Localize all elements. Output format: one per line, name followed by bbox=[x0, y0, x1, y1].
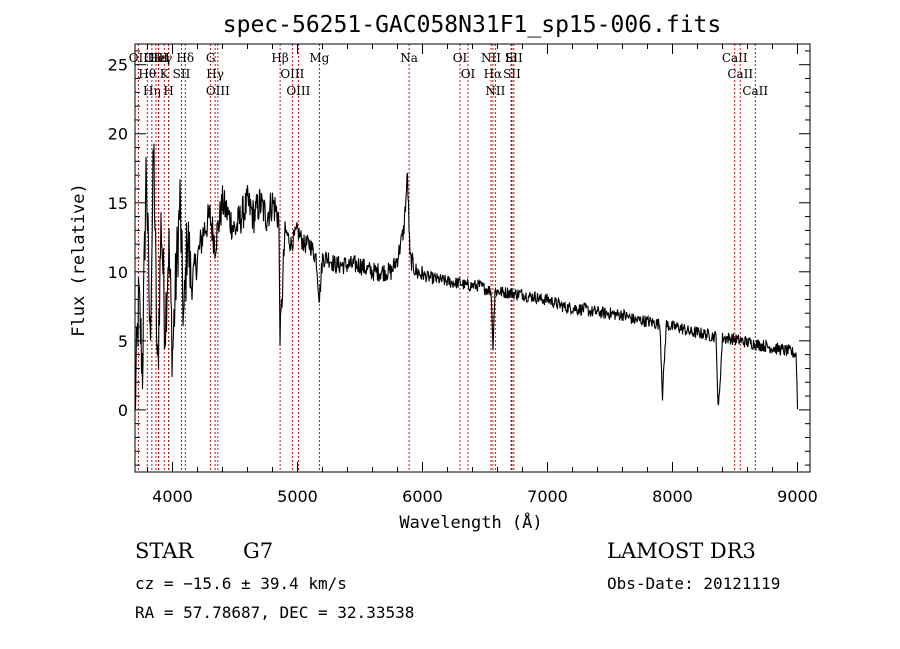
x-axis-label: Wavelength (Å) bbox=[399, 511, 542, 533]
marker-label: Hθ bbox=[138, 67, 156, 81]
object-class: STAR bbox=[135, 539, 194, 563]
marker-label: Na bbox=[400, 51, 418, 65]
observation-date: Obs-Date: 20121119 bbox=[607, 574, 781, 593]
redshift-cz: cz = −15.6 ± 39.4 km/s bbox=[135, 574, 347, 593]
marker-label: γ bbox=[165, 51, 172, 65]
marker-label: Hδ bbox=[176, 51, 194, 65]
x-tick-label: 5000 bbox=[277, 487, 318, 506]
x-tick-label: 6000 bbox=[402, 487, 443, 506]
marker-label: CaII bbox=[727, 67, 753, 81]
marker-label: OIII bbox=[144, 51, 168, 65]
spectrum-series-line bbox=[134, 143, 799, 411]
marker-label: SII bbox=[173, 67, 191, 81]
marker-label: SII bbox=[503, 67, 521, 81]
x-tick-label: 8000 bbox=[652, 487, 693, 506]
x-tick-label: 4000 bbox=[152, 487, 193, 506]
y-tick-label: 20 bbox=[108, 125, 128, 144]
marker-label: Hγ bbox=[206, 67, 224, 81]
y-tick-label: 5 bbox=[118, 332, 128, 351]
marker-label: H bbox=[163, 84, 173, 98]
marker-label: K bbox=[160, 67, 170, 81]
marker-label: OII bbox=[129, 51, 149, 65]
marker-label: Hη bbox=[143, 84, 161, 98]
y-tick-label: 15 bbox=[108, 194, 128, 213]
marker-label: OI bbox=[461, 67, 476, 81]
plot-frame bbox=[134, 43, 811, 473]
coordinates: RA = 57.78687, DEC = 32.33538 bbox=[135, 603, 415, 622]
marker-label: OIII bbox=[206, 84, 230, 98]
marker-label: SII bbox=[505, 51, 523, 65]
axis-ticks: 4000 5000 6000 7000 8000 9000 0 5 10 15 20 25 bbox=[108, 44, 818, 506]
marker-label: Hβ bbox=[271, 51, 288, 65]
chart-title: spec-56251-GAC058N31F1_sp15-006.fits bbox=[223, 12, 722, 38]
x-tick-label: 7000 bbox=[527, 487, 568, 506]
marker-label: CaII bbox=[722, 51, 748, 65]
x-tick-label: 9000 bbox=[777, 487, 818, 506]
marker-label: NII bbox=[485, 84, 505, 98]
marker-label: NII bbox=[481, 51, 501, 65]
survey-label: LAMOST DR3 bbox=[607, 539, 756, 563]
marker-label: OIII bbox=[280, 67, 304, 81]
y-tick-label: 25 bbox=[108, 56, 128, 75]
marker-label: Hα bbox=[484, 67, 503, 81]
marker-label: Li bbox=[505, 51, 517, 65]
y-tick-label: 0 bbox=[118, 401, 128, 420]
marker-label: CaII bbox=[742, 84, 768, 98]
marker-label: OI bbox=[453, 51, 468, 65]
marker-label: Mg bbox=[309, 51, 329, 65]
marker-label: G bbox=[206, 51, 216, 65]
y-axis-label: Flux (relative) bbox=[69, 183, 89, 337]
y-tick-label: 10 bbox=[108, 263, 128, 282]
object-subclass: G7 bbox=[243, 539, 274, 563]
marker-label: OIII bbox=[286, 84, 310, 98]
